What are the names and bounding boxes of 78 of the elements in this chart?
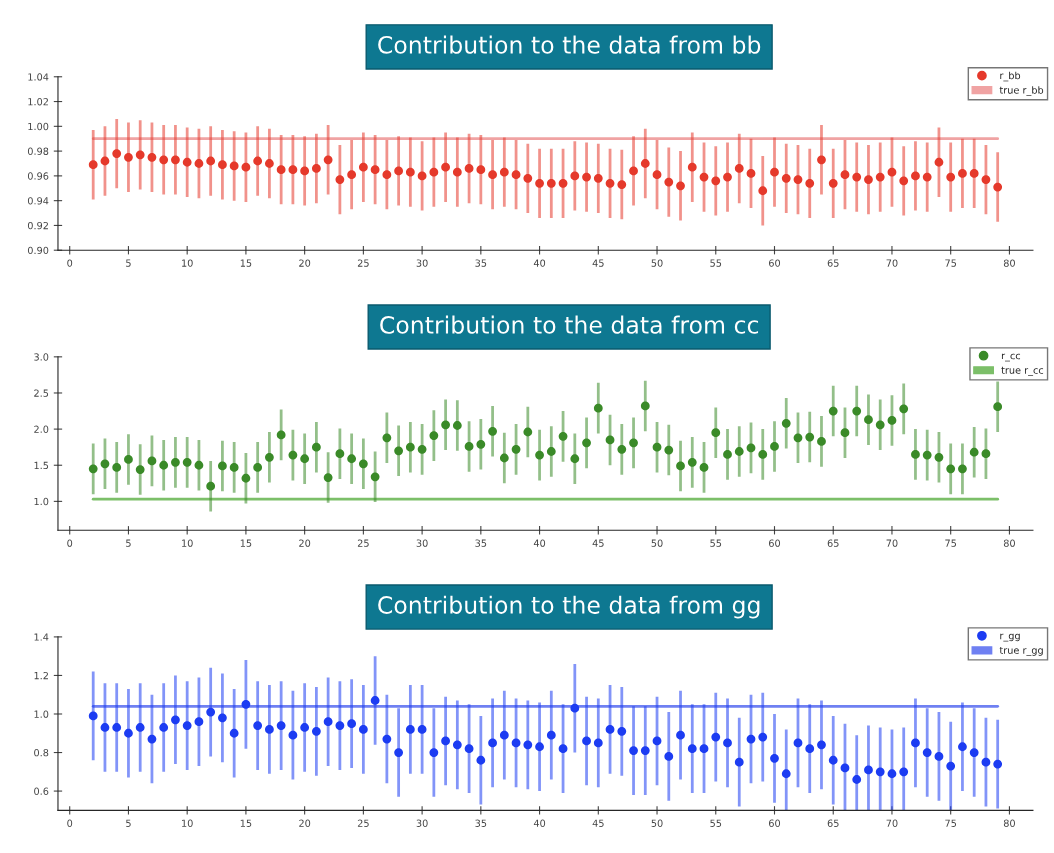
chart-title: Contribution to the data from cc	[380, 315, 759, 334]
y-tick-label: 2.5	[34, 389, 49, 397]
y-tick-label: 0.96	[27, 172, 49, 180]
legend-label: true r_cc	[1001, 366, 1044, 376]
x-tick-label: 55	[710, 259, 722, 267]
x-tick-label: 30	[416, 819, 428, 827]
x-tick-label: 80	[1003, 539, 1015, 547]
x-tick-label: 60	[768, 819, 781, 827]
legend-label: r_gg	[1000, 633, 1020, 642]
y-tick-label: 1.4	[34, 633, 49, 641]
x-tick-label: 10	[182, 259, 193, 267]
x-tick-label: 80	[1003, 259, 1015, 267]
x-tick-label: 20	[299, 539, 311, 547]
x-tick-label: 80	[1003, 819, 1015, 827]
x-tick-label: 15	[240, 259, 252, 267]
x-tick-label: 50	[651, 819, 663, 827]
x-tick-label: 10	[182, 819, 193, 827]
x-tick-label: 30	[416, 539, 428, 547]
x-tick-label: 40	[533, 819, 546, 827]
x-tick-label: 35	[475, 819, 487, 827]
y-tick-label: 2.0	[34, 425, 49, 433]
y-tick-label: 0.8	[34, 749, 49, 757]
x-tick-label: 0	[67, 539, 73, 547]
x-tick-label: 10	[182, 539, 193, 547]
y-tick-label: 1.2	[34, 671, 48, 680]
x-tick-label: 25	[357, 819, 369, 827]
x-tick-label: 15	[240, 819, 252, 827]
x-tick-label: 40	[533, 539, 546, 547]
y-tick-label: 0.98	[27, 147, 49, 155]
x-tick-label: 50	[651, 539, 663, 547]
x-tick-label: 45	[592, 259, 604, 267]
legend-label: true r_bb	[999, 86, 1044, 96]
x-tick-label: 15	[240, 539, 252, 547]
x-tick-label: 75	[945, 539, 957, 547]
chart-title: Contribution to the data from bb	[378, 35, 761, 54]
x-tick-label: 75	[945, 819, 957, 827]
x-tick-label: 5	[126, 539, 131, 547]
x-tick-label: 60	[768, 539, 781, 547]
y-tick-label: 1.04	[28, 73, 49, 81]
x-tick-label: 70	[886, 539, 898, 547]
x-tick-label: 25	[357, 539, 369, 547]
y-tick-label: 1.0	[34, 497, 49, 506]
x-tick-label: 50	[651, 259, 663, 267]
x-tick-label: 65	[827, 259, 839, 267]
x-tick-label: 5	[126, 259, 131, 267]
x-tick-label: 65	[827, 819, 839, 827]
x-tick-label: 55	[710, 539, 722, 547]
y-tick-label: 0.92	[27, 221, 48, 230]
x-tick-label: 0	[67, 259, 73, 267]
chart-title: Contribution to the data from gg	[378, 595, 760, 619]
x-tick-label: 0	[67, 819, 73, 827]
legend-label: true r_gg	[999, 646, 1043, 656]
x-tick-label: 30	[416, 259, 428, 267]
y-tick-label: 0.94	[27, 197, 49, 205]
x-tick-label: 5	[126, 819, 131, 827]
legend-label: r_bb	[1000, 71, 1021, 82]
x-tick-label: 35	[475, 539, 487, 547]
x-tick-label: 20	[299, 259, 311, 267]
y-tick-label: 1.02	[28, 98, 48, 106]
y-tick-label: 0.90	[27, 246, 49, 255]
y-tick-label: 1.5	[34, 461, 49, 470]
x-tick-label: 65	[827, 539, 839, 547]
y-tick-label: 1.00	[28, 122, 49, 131]
x-tick-label: 70	[886, 819, 898, 827]
y-tick-label: 0.6	[34, 787, 49, 795]
x-tick-label: 45	[592, 539, 604, 547]
x-tick-label: 25	[357, 259, 369, 267]
x-tick-label: 70	[886, 259, 898, 267]
legend-label: r_cc	[1001, 353, 1021, 362]
x-tick-label: 35	[475, 259, 487, 267]
y-tick-label: 3.0	[34, 353, 49, 361]
y-tick-label: 1.0	[34, 710, 49, 718]
x-tick-label: 45	[592, 819, 604, 827]
x-tick-label: 40	[533, 259, 546, 267]
x-tick-label: 55	[710, 819, 722, 827]
x-tick-label: 20	[299, 819, 311, 827]
x-tick-label: 60	[768, 259, 781, 267]
x-tick-label: 75	[945, 259, 957, 267]
